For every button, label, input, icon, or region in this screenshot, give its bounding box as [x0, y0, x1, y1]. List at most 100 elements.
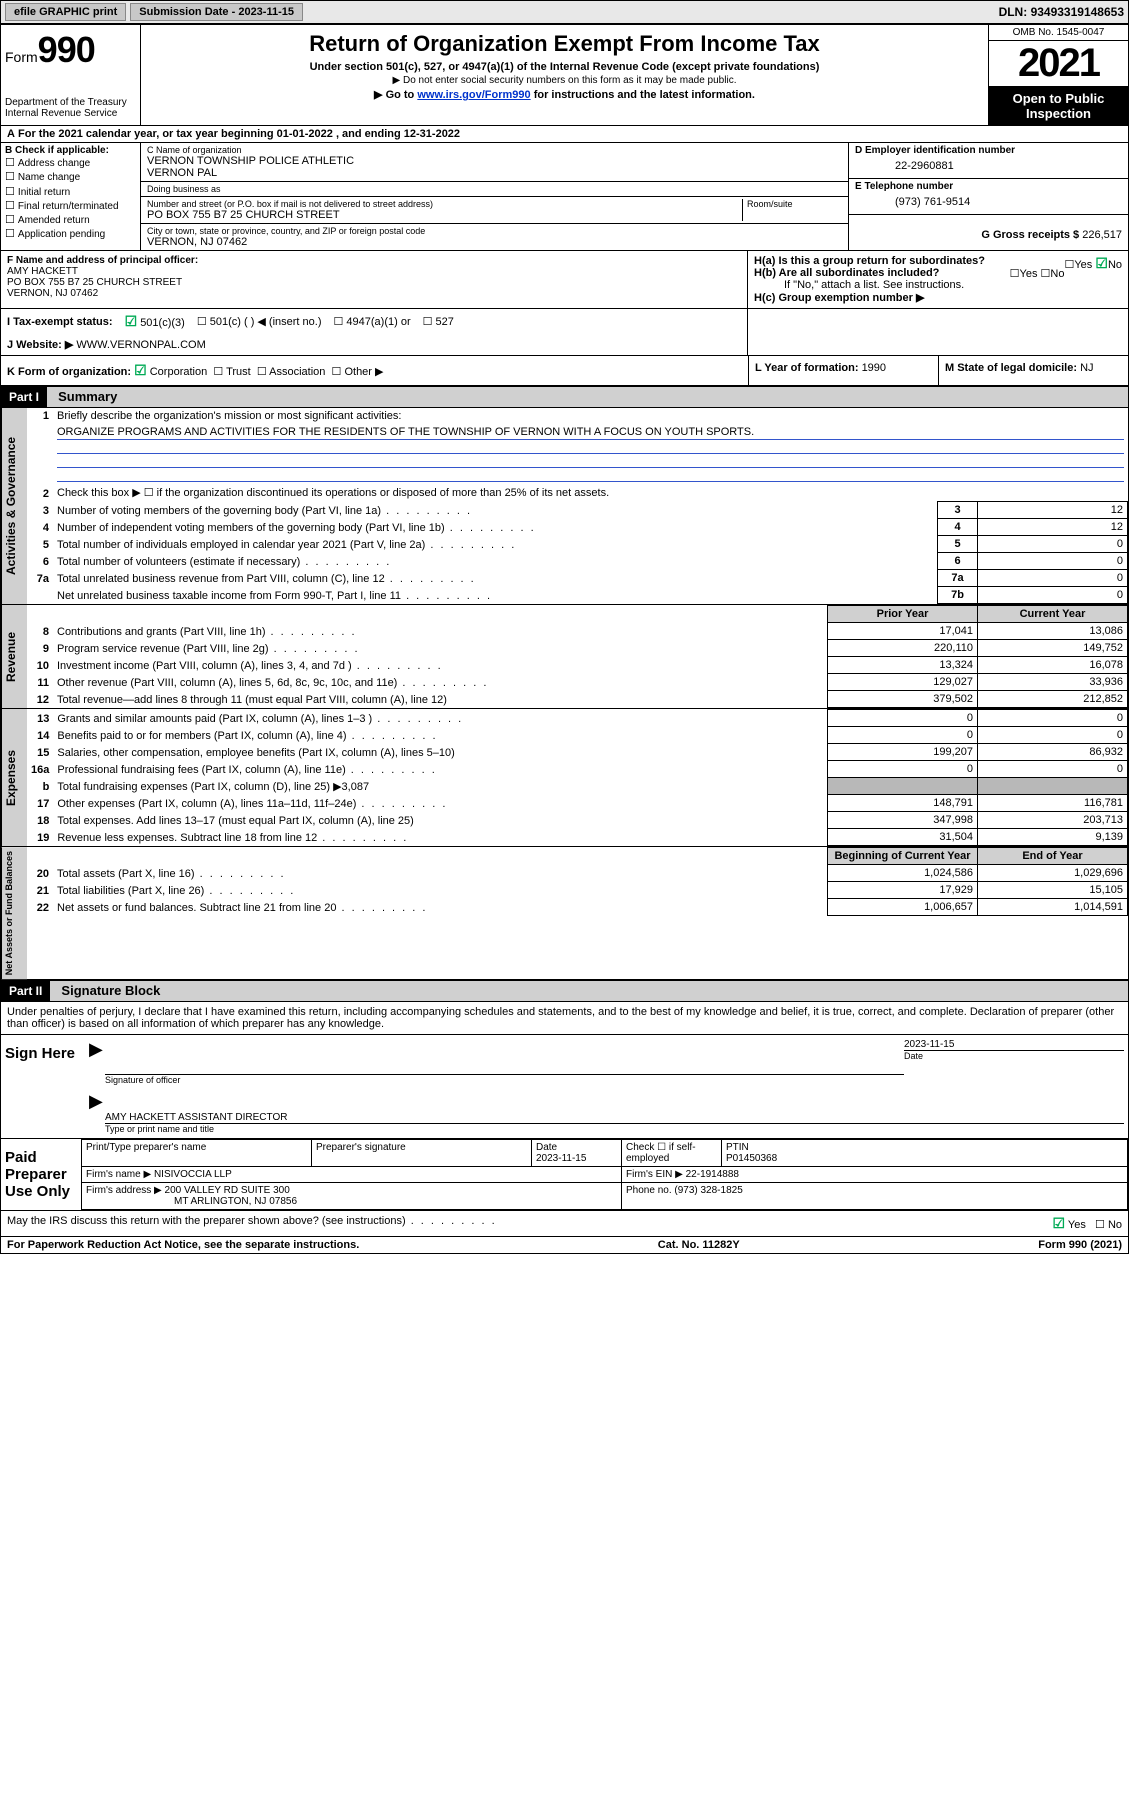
tax-year: 2021	[989, 41, 1128, 86]
f-line2: PO BOX 755 B7 25 CHURCH STREET	[7, 277, 741, 288]
row-f-h: F Name and address of principal officer:…	[1, 251, 1128, 309]
goto-link[interactable]: www.irs.gov/Form990	[417, 89, 530, 101]
firm-addr1: 200 VALLEY RD SUITE 300	[165, 1185, 290, 1196]
subdate-btn: Submission Date - 2023-11-15	[130, 3, 303, 21]
m-lbl: M State of legal domicile:	[945, 362, 1080, 374]
row-klm: K Form of organization: ☑ Corporation ☐ …	[1, 356, 1128, 386]
header-left: Form990 Department of the Treasury Inter…	[1, 25, 141, 125]
lval: 0	[978, 587, 1128, 604]
ldesc: Net unrelated business taxable income fr…	[53, 587, 938, 604]
ldesc: Professional fundraising fees (Part IX, …	[53, 761, 827, 778]
lnum: 8	[27, 623, 53, 640]
ldesc: Total liabilities (Part X, line 26)	[53, 882, 828, 899]
discuss-yes: Yes	[1068, 1219, 1086, 1231]
lnum: 14	[27, 727, 53, 744]
chk-name-change[interactable]: Name change	[5, 170, 136, 184]
footer-mid: Cat. No. 11282Y	[658, 1239, 740, 1251]
footer-right: Form 990 (2021)	[1038, 1239, 1122, 1251]
line-a: A For the 2021 calendar year, or tax yea…	[1, 126, 1128, 143]
line-a-text: For the 2021 calendar year, or tax year …	[18, 128, 460, 140]
omb: OMB No. 1545-0047	[989, 25, 1128, 41]
topbar: efile GRAPHIC print Submission Date - 20…	[0, 0, 1129, 24]
lcurr: 13,086	[978, 623, 1128, 640]
lnum: 12	[27, 691, 53, 708]
line-rev-row: 9Program service revenue (Part VIII, lin…	[27, 640, 1128, 657]
col-de: D Employer identification number 22-2960…	[848, 143, 1128, 250]
chk-app-pending[interactable]: Application pending	[5, 227, 136, 241]
hb-yes: Yes	[1020, 268, 1038, 280]
line-rev-row: 10Investment income (Part VIII, column (…	[27, 657, 1128, 674]
lnum: 20	[27, 865, 53, 882]
lnum: b	[27, 778, 53, 795]
lnum: 19	[27, 829, 53, 846]
lval: 12	[978, 502, 1128, 519]
d-val: 22-2960881	[855, 156, 1122, 176]
footer-left: For Paperwork Reduction Act Notice, see …	[7, 1239, 359, 1251]
efile-btn[interactable]: efile GRAPHIC print	[5, 3, 126, 21]
ldesc: Net assets or fund balances. Subtract li…	[53, 899, 828, 916]
lprior: 17,041	[828, 623, 978, 640]
lnum: 7a	[27, 570, 53, 587]
preparer-table: Print/Type preparer's name Preparer's si…	[81, 1139, 1128, 1210]
col-beg: Beginning of Current Year	[828, 848, 978, 865]
chk-initial-return[interactable]: Initial return	[5, 185, 136, 199]
line-ag-row: Net unrelated business taxable income fr…	[27, 587, 1128, 604]
g-val: 226,517	[1082, 229, 1122, 241]
line-ag-row: 6Total number of volunteers (estimate if…	[27, 553, 1128, 570]
lcurr: 0	[978, 727, 1128, 744]
ha-yes: Yes	[1074, 259, 1092, 271]
j-val: WWW.VERNONPAL.COM	[76, 339, 205, 351]
sig-date-lbl: Date	[904, 1051, 1124, 1061]
subdate-val: 2023-11-15	[238, 6, 294, 18]
m-val: NJ	[1080, 362, 1093, 374]
lnum: 13	[27, 710, 53, 727]
c-addr-lbl: Number and street (or P.O. box if mail i…	[147, 199, 742, 209]
lprior: 13,324	[828, 657, 978, 674]
col-end: End of Year	[978, 848, 1128, 865]
lprior: 347,998	[828, 812, 978, 829]
header: Form990 Department of the Treasury Inter…	[1, 25, 1128, 126]
subdate-lbl: Submission Date -	[139, 6, 238, 18]
c-city-lbl: City or town, state or province, country…	[147, 226, 842, 236]
side-ag: Activities & Governance	[1, 408, 27, 604]
firm-addr2: MT ARLINGTON, NJ 07856	[86, 1196, 297, 1207]
chk-final-return[interactable]: Final return/terminated	[5, 199, 136, 213]
discuss-no: No	[1108, 1219, 1122, 1231]
chk-address-change[interactable]: Address change	[5, 156, 136, 170]
line-exp-row: 17Other expenses (Part IX, column (A), l…	[27, 795, 1128, 812]
blueline-1	[57, 440, 1124, 454]
dln-val: 93493319148653	[1031, 5, 1124, 19]
ldesc: Number of independent voting members of …	[53, 519, 938, 536]
lprior: 129,027	[828, 674, 978, 691]
prep-name-lbl: Print/Type preparer's name	[86, 1142, 307, 1153]
ldesc: Benefits paid to or for members (Part IX…	[53, 727, 827, 744]
ldesc: Other expenses (Part IX, column (A), lin…	[53, 795, 827, 812]
lval: 12	[978, 519, 1128, 536]
lcurr: 1,014,591	[978, 899, 1128, 916]
lcurr: 212,852	[978, 691, 1128, 708]
line-exp-row: 18Total expenses. Add lines 13–17 (must …	[27, 812, 1128, 829]
ldesc: Number of voting members of the governin…	[53, 502, 938, 519]
firm-ein: 22-1914888	[686, 1169, 739, 1180]
firm-name: NISIVOCCIA LLP	[154, 1169, 232, 1180]
dept: Department of the Treasury	[5, 97, 136, 108]
e-lbl: E Telephone number	[855, 181, 1122, 192]
lnum	[27, 587, 53, 604]
prep-sig-lbl: Preparer's signature	[316, 1142, 527, 1153]
firm-ein-lbl: Firm's EIN ▶	[626, 1169, 686, 1180]
ldesc: Salaries, other compensation, employee b…	[53, 744, 827, 761]
f-block: F Name and address of principal officer:…	[1, 251, 748, 308]
part1-title: Summary	[50, 387, 125, 406]
lcurr: 203,713	[978, 812, 1128, 829]
hb-lbl: H(b) Are all subordinates included?	[754, 267, 939, 279]
officer-lbl: Type or print name and title	[105, 1124, 1124, 1134]
chk-amended[interactable]: Amended return	[5, 213, 136, 227]
l-val: 1990	[862, 362, 886, 374]
lnum: 11	[27, 674, 53, 691]
line-na-row: 21Total liabilities (Part X, line 26)17,…	[27, 882, 1128, 899]
ldesc: Contributions and grants (Part VIII, lin…	[53, 623, 828, 640]
k-corp-checked-icon: ☑	[134, 362, 147, 378]
lnum: 9	[27, 640, 53, 657]
hb-note: If "No," attach a list. See instructions…	[754, 279, 1122, 291]
c-name-lbl: C Name of organization	[147, 145, 842, 155]
